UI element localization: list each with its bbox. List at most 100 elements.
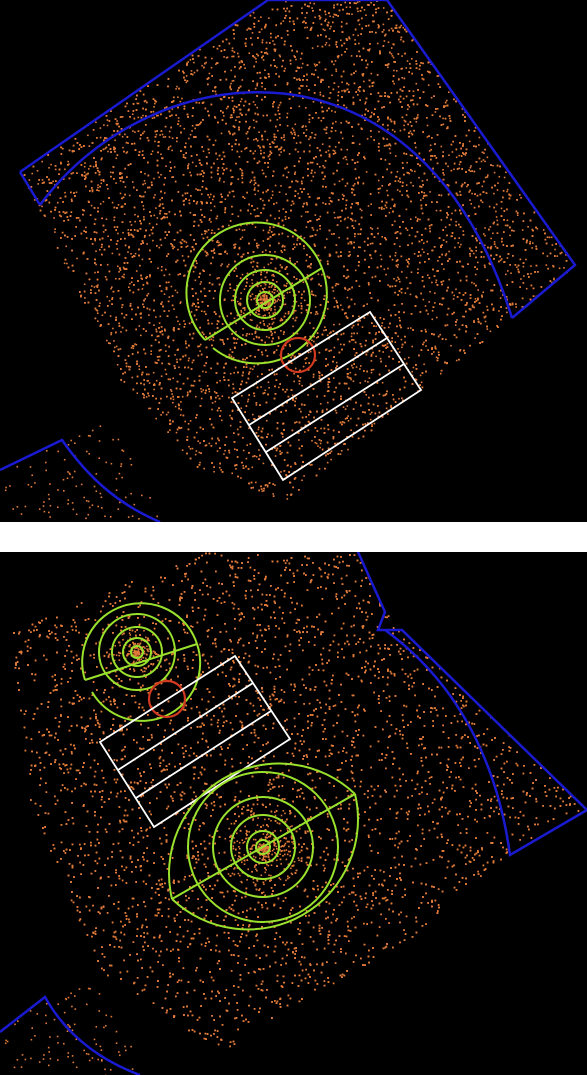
event-dot [383,208,385,210]
event-dot [164,192,166,194]
event-dot [379,357,382,360]
event-dot [391,129,394,131]
event-dot [177,117,180,119]
event-dot [334,60,337,62]
event-dot [496,219,499,222]
event-dot [443,268,445,270]
event-dot [216,240,219,242]
event-dot [254,104,257,106]
event-dot [185,142,187,145]
event-dot [474,127,477,129]
event-dot [358,315,360,318]
event-dot [401,346,403,349]
event-dot [276,66,278,69]
event-dot [212,250,215,252]
event-dot [99,127,102,129]
event-dot [383,29,385,31]
event-dot [294,462,296,464]
event-dot [148,314,150,316]
event-dot [426,70,429,73]
event-dot [345,48,348,50]
event-dot [328,86,330,88]
event-dot [150,350,152,352]
event-dot [421,248,424,251]
event-dot [270,197,273,199]
event-dot [423,341,425,344]
event-dot [223,181,225,183]
event-dot [256,324,259,327]
event-dot [106,119,109,121]
event-dot [348,121,351,124]
event-dot [405,208,408,211]
event-dot [144,182,146,185]
event-dot [177,120,180,122]
event-dot [34,199,36,201]
event-dot [445,241,448,243]
event-dot [376,227,379,230]
event-dot [212,198,214,201]
event-dot [219,466,221,469]
event-dot [266,485,269,488]
event-dot [223,453,225,455]
event-dot [247,398,250,401]
event-dot [513,230,515,232]
event-dot [202,150,205,153]
event-dot [291,133,294,135]
event-dot [205,444,208,446]
event-dot [236,428,239,431]
event-dot [261,490,264,492]
event-dot [178,323,181,326]
event-dot [434,345,437,348]
event-dot [110,333,112,336]
event-dot [95,121,97,124]
event-dot [317,445,319,447]
event-dot [231,299,233,302]
event-dot [319,166,321,168]
event-dot [277,109,279,112]
event-dot [427,313,429,315]
event-dot [311,7,313,9]
event-dot [499,259,502,262]
event-dot [387,144,389,147]
event-dot [438,180,441,182]
event-dot [305,85,308,87]
event-dot [323,329,325,332]
event-dot [157,114,159,117]
event-dot [257,215,260,217]
event-dot [141,150,144,152]
event-dot [262,229,265,232]
event-dot [272,493,274,495]
event-dot [480,160,483,163]
event-dot [286,112,289,115]
event-dot [238,228,241,230]
event-dot [221,419,223,422]
event-dot [288,153,291,155]
event-dot [177,403,180,405]
event-dot [327,149,330,152]
event-dot [236,284,238,287]
event-dot [228,274,231,276]
event-dot [54,168,57,171]
event-dot [186,436,189,438]
event-dot [124,186,127,188]
event-dot [361,326,364,328]
event-dot [387,41,390,43]
event-dot [300,180,303,183]
event-dot [253,395,256,397]
event-dot [481,201,484,204]
event-dot [357,86,360,89]
event-dot [233,372,235,374]
event-dot [263,152,265,154]
event-dot [370,72,373,75]
event-dot [155,379,158,382]
event-dot [179,125,182,127]
event-dot [397,335,399,338]
event-dot [271,258,274,260]
event-dot [274,251,276,253]
event-dot [316,229,319,232]
event-dot [401,55,403,57]
event-dot [203,467,205,470]
event-dot [264,130,266,133]
event-dot [109,315,112,317]
event-dot [111,252,114,255]
